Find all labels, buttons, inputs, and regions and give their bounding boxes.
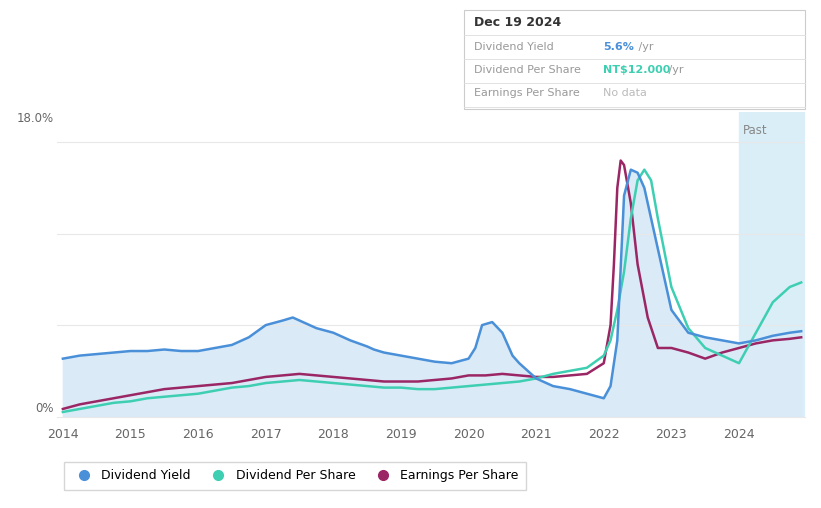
Text: /yr: /yr bbox=[635, 42, 654, 52]
Text: /yr: /yr bbox=[665, 65, 684, 75]
Text: No data: No data bbox=[603, 88, 647, 99]
Text: Dividend Yield: Dividend Yield bbox=[474, 42, 553, 52]
Text: Past: Past bbox=[742, 124, 767, 137]
Text: 5.6%: 5.6% bbox=[603, 42, 635, 52]
Text: 18.0%: 18.0% bbox=[16, 112, 53, 125]
Legend: Dividend Yield, Dividend Per Share, Earnings Per Share: Dividend Yield, Dividend Per Share, Earn… bbox=[64, 462, 526, 490]
Text: Dec 19 2024: Dec 19 2024 bbox=[474, 16, 561, 29]
Text: Earnings Per Share: Earnings Per Share bbox=[474, 88, 580, 99]
Bar bbox=[739, 112, 805, 417]
Text: 0%: 0% bbox=[35, 402, 53, 415]
Text: NT$12.000: NT$12.000 bbox=[603, 65, 671, 75]
Text: Dividend Per Share: Dividend Per Share bbox=[474, 65, 580, 75]
